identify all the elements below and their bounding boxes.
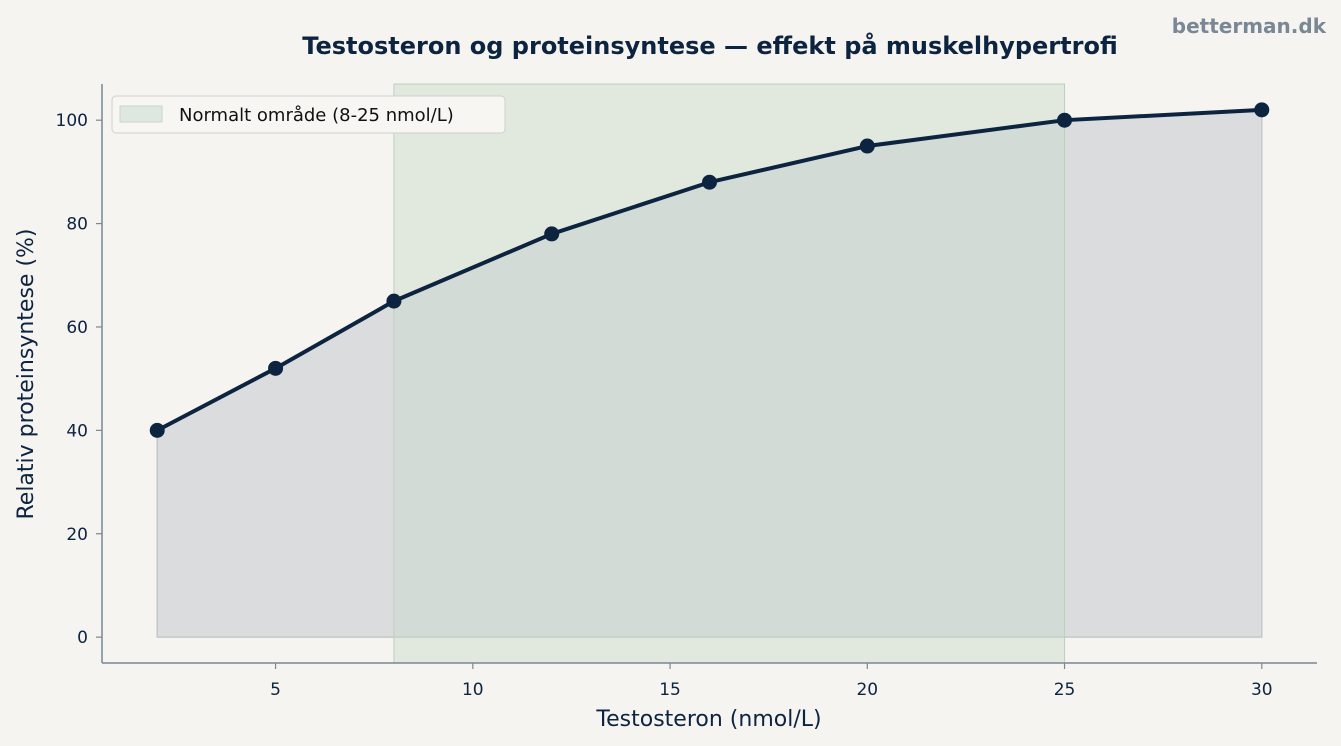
data-point [1254, 102, 1270, 118]
y-tick-label: 60 [66, 318, 88, 338]
data-point [268, 360, 284, 376]
plot-area [149, 83, 1270, 664]
legend: Normalt område (8-25 nmol/L) [111, 95, 506, 134]
x-tick-label: 10 [462, 680, 484, 700]
x-axis-label: Testosteron (nmol/L) [595, 707, 821, 732]
data-point [149, 422, 165, 438]
chart-title: Testosteron og proteinsyntese — effekt p… [302, 31, 1117, 60]
data-point [386, 293, 402, 309]
normal-range-band [393, 83, 1066, 664]
x-tick-label: 25 [1054, 680, 1076, 700]
y-tick-label: 80 [66, 215, 88, 235]
y-tick-label: 40 [66, 421, 88, 441]
y-axis-label: Relativ proteinsyntese (%) [14, 228, 39, 519]
series-line [155, 107, 1264, 433]
axis-ticks: 5 10 15 20 25 30 0 20 40 60 80 100 [56, 111, 1273, 700]
legend-frame [111, 95, 506, 134]
data-point [544, 226, 560, 242]
data-point [1057, 112, 1073, 128]
watermark: betterman.dk [1172, 14, 1327, 38]
y-tick-label: 100 [56, 111, 88, 131]
x-tick-label: 30 [1251, 680, 1273, 700]
x-tick-label: 15 [659, 680, 681, 700]
x-tick-label: 20 [856, 680, 878, 700]
legend-swatch [119, 105, 163, 123]
y-tick-label: 0 [77, 628, 88, 648]
data-point [859, 138, 875, 154]
legend-label: Normalt område (8-25 nmol/L) [179, 105, 454, 126]
data-point [702, 174, 717, 190]
y-tick-label: 20 [66, 525, 88, 545]
x-tick-label: 5 [270, 680, 281, 700]
